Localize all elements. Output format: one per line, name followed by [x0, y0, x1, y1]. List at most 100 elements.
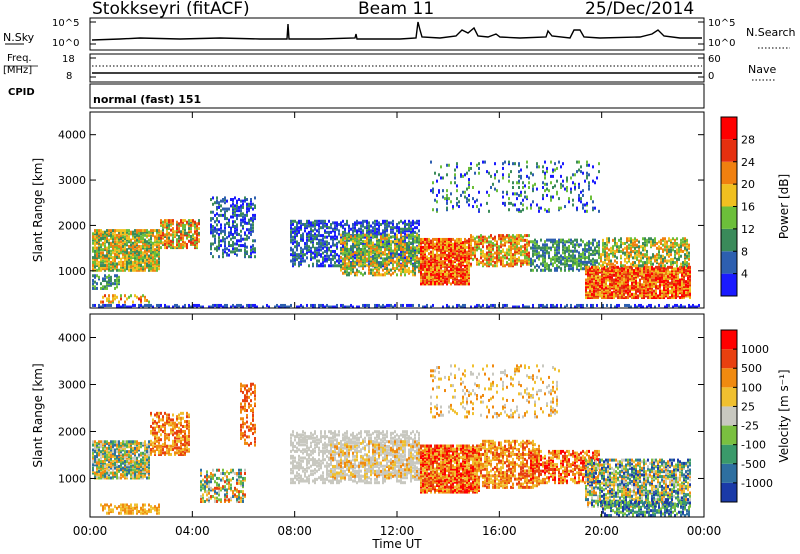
heatmap-cell-0-3412 — [496, 246, 498, 250]
heatmap-cell-0-313 — [124, 262, 126, 266]
heatmap-cell-0-546 — [148, 268, 150, 272]
heatmap-cell-0-3511 — [514, 262, 516, 266]
heatmap-cell-0-3402 — [496, 264, 498, 268]
heatmap-cell-0-3139 — [458, 247, 460, 251]
heatmap-cell-0-16 — [92, 232, 94, 236]
heatmap-cell-0-3521 — [514, 240, 516, 244]
heatmap-cell-0-266 — [118, 235, 120, 239]
heatmap-cell-0-4777 — [687, 284, 689, 288]
heatmap-cell-0-1539 — [324, 230, 326, 234]
heatmap-cell-0-2411 — [376, 255, 378, 259]
heatmap-cell-0-2337 — [366, 263, 368, 267]
heatmap-cell-0-2333 — [364, 246, 366, 250]
heatmap-cell-0-2041 — [402, 249, 404, 253]
heatmap-cell-0-3744 — [558, 257, 560, 261]
heatmap-cell-0-643 — [158, 267, 160, 271]
heatmap-cell-0-183 — [110, 249, 112, 253]
heatmap-cell-0-3984 — [587, 272, 589, 276]
heatmap-cell-0-2768 — [426, 249, 428, 253]
heatmap-cell-0-2663 — [416, 233, 418, 237]
heatmap-cell-0-3628 — [534, 252, 536, 256]
heatmap-cell-0-2408 — [376, 262, 378, 266]
heatmap-cell-0-798 — [166, 230, 168, 234]
heatmap-cell-0-4333 — [631, 288, 633, 292]
heatmap-cell-0-4903 — [624, 251, 626, 255]
heatmap-cell-0-2237 — [350, 262, 352, 266]
heatmap-cell-0-2752 — [424, 237, 426, 241]
heatmap-cell-0-2997 — [446, 253, 448, 257]
heatmap-cell-0-3913 — [590, 259, 592, 263]
heatmap-cell-0-2523 — [394, 249, 396, 253]
heatmap-cell-0-2097 — [410, 230, 412, 234]
heatmap-cell-0-1102 — [230, 244, 232, 248]
heatmap-cell-0-583 — [152, 268, 154, 272]
heatmap-cell-0-2354 — [368, 252, 370, 256]
heatmap-cell-0-2319 — [362, 244, 364, 248]
heatmap-cell-0-4827 — [604, 253, 606, 257]
heatmap-cell-0-3023 — [448, 249, 450, 253]
heatmap-cell-0-4072 — [597, 265, 599, 269]
heatmap-cell-0-2588 — [404, 252, 406, 256]
heatmap-cell-0-864 — [178, 234, 180, 238]
heatmap-cell-0-2064 — [404, 226, 406, 230]
heatmap-cell-0-3047 — [450, 250, 452, 254]
heatmap-cell-0-4849 — [608, 240, 610, 244]
heatmap-cell-0-4548 — [659, 296, 661, 300]
heatmap-cell-0-3169 — [460, 242, 462, 246]
heatmap-cell-0-4912 — [626, 246, 628, 250]
heatmap-cell-0-3746 — [558, 251, 560, 255]
heatmap-cell-0-1544 — [326, 259, 328, 263]
heatmap-cell-0-1527 — [322, 222, 324, 226]
heatmap-cell-0-424 — [134, 237, 136, 241]
heatmap-cell-0-1003 — [214, 237, 216, 241]
heatmap-cell-0-4717 — [679, 284, 681, 288]
heatmap-cell-0-898 — [184, 228, 186, 232]
heatmap-cell-0-4568 — [661, 291, 663, 295]
heatmap-cell-0-3082 — [454, 274, 456, 278]
heatmap-cell-0-3292 — [474, 245, 476, 249]
heatmap-cell-0-4310 — [627, 273, 629, 277]
heatmap-cell-0-2729 — [424, 280, 426, 284]
heatmap-cell-0-1070 — [224, 223, 226, 227]
heatmap-cell-0-2435 — [380, 273, 382, 277]
heatmap-cell-0-3104 — [456, 274, 458, 278]
heatmap-cell-0-3955 — [598, 243, 600, 247]
heatmap-cell-0-4688 — [675, 280, 677, 284]
heatmap-cell-0-2425 — [378, 263, 380, 267]
heatmap-cell-0-331 — [126, 267, 128, 271]
heatmap-cell-0-2540 — [396, 236, 398, 240]
heatmap-cell-0-1056 — [222, 213, 224, 217]
heatmap-cell-0-3106 — [456, 271, 458, 275]
heatmap-cell-0-4040 — [595, 296, 597, 300]
heatmap-cell-0-3373 — [490, 254, 492, 258]
heatmap-cell-0-3061 — [452, 271, 454, 275]
heatmap-cell-0-4713 — [679, 291, 681, 295]
heatmap-cell-0-871 — [180, 242, 182, 246]
heatmap-cell-0-4823 — [604, 261, 606, 265]
heatmap-cell-0-654 — [158, 243, 160, 247]
heatmap-cell-0-3538 — [516, 234, 518, 238]
heatmap-cell-0-4942 — [632, 245, 634, 249]
heatmap-cell-0-3601 — [528, 256, 530, 260]
heatmap-cell-0-4515 — [653, 269, 655, 273]
heatmap-cell-0-2649 — [414, 254, 416, 258]
heatmap-cell-0-1776 — [362, 222, 364, 226]
heatmap-cell-0-4626 — [667, 276, 669, 280]
heatmap-cell-0-2436 — [380, 265, 382, 269]
heatmap-cell-0-4371 — [635, 276, 637, 280]
heatmap-cell-0-1900 — [380, 251, 382, 255]
heatmap-cell-0-1196 — [242, 212, 244, 216]
heatmap-cell-0-217 — [114, 257, 116, 261]
heatmap-cell-0-2401 — [374, 244, 376, 248]
heatmap-cell-0-130 — [104, 238, 106, 242]
heatmap-cell-0-1420 — [308, 232, 310, 236]
heatmap-cell-0-3170 — [460, 241, 462, 245]
heatmap-cell-0-2680 — [420, 282, 422, 286]
heatmap-cell-0-4139 — [607, 288, 609, 292]
heatmap-cell-0-3352 — [486, 251, 488, 255]
heatmap-cell-0-323 — [124, 243, 126, 247]
heatmap-cell-0-1871 — [376, 243, 378, 247]
heatmap-cell-0-2539 — [396, 239, 398, 243]
heatmap-cell-0-2562 — [400, 241, 402, 245]
heatmap-cell-0-150 — [106, 237, 108, 241]
